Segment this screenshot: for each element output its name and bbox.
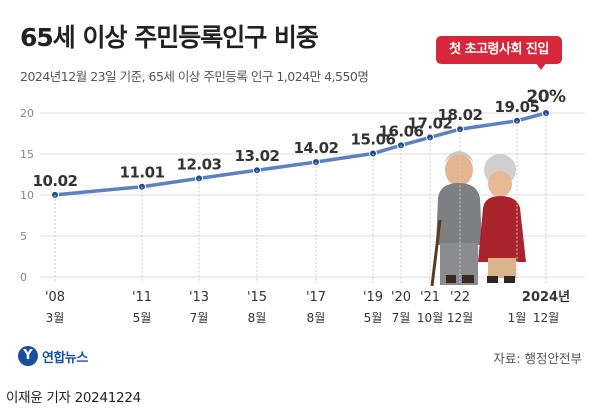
x-month-label: 12월: [533, 311, 559, 325]
callout-badge: 첫 초고령사회 진입: [436, 36, 562, 64]
y-tick-label: 0: [20, 271, 27, 284]
x-month-label: 12월: [447, 311, 473, 325]
x-year-label: '19: [363, 290, 383, 305]
woman-shoe-right: [504, 276, 515, 283]
woman-shoe-left: [487, 276, 498, 283]
callout-pointer: [535, 62, 547, 70]
man-sweater: [436, 183, 482, 245]
y-tick-label: 20: [20, 107, 34, 120]
data-label: 11.01: [120, 164, 165, 182]
man-shoe-right: [462, 275, 474, 283]
woman-cardigan: [478, 196, 526, 262]
elderly-couple-illustration: [430, 151, 526, 287]
y-axis: 0 5 10 15 20: [20, 107, 34, 284]
x-year-label: '17: [306, 290, 326, 305]
data-label: 15.06: [351, 131, 396, 149]
x-year-label: '11: [132, 290, 152, 305]
publisher-logo: Y 연합뉴스: [18, 346, 88, 366]
y-tick-label: 10: [20, 189, 34, 202]
data-label: 17.02: [408, 114, 453, 132]
x-month-label: 3월: [46, 311, 65, 325]
x-year-label: '15: [247, 290, 267, 305]
infographic-card: 65세 이상 주민등록인구 비중 2024년12월 23일 기준, 65세 이상…: [18, 23, 585, 366]
x-year-label: '20: [391, 290, 411, 305]
x-month-label: 8월: [307, 311, 326, 325]
x-axis: '08 3월 '11 5월 '13 7월 '15 8월 '17 8월 '19 5월 '20 7월 '21 10…: [45, 113, 570, 325]
x-month-label: 10월: [417, 311, 443, 325]
woman-trousers: [488, 258, 516, 278]
woman-head: [488, 171, 512, 197]
x-year-label: '21: [420, 290, 440, 305]
byline: 이재윤 기자 20241224: [6, 390, 141, 406]
x-month-label: 5월: [133, 311, 152, 325]
walking-cane: [430, 219, 442, 287]
x-month-label: 1월: [508, 311, 527, 325]
data-label: 18.02: [438, 106, 483, 124]
data-label: 20%: [526, 87, 566, 107]
y-tick-label: 15: [20, 148, 34, 161]
data-label: 16.06: [379, 122, 424, 140]
data-series: 10.02 11.01 12.03 13.02 14.02 15.0616.0617.02…: [33, 87, 567, 199]
man-hair: [444, 151, 474, 163]
data-label: 14.02: [294, 139, 339, 157]
x-month-label: 5월: [364, 311, 383, 325]
x-month-label: 7월: [392, 311, 411, 325]
page-subtitle: 2024년12월 23일 기준, 65세 이상 주민등록 인구 1,024만 4…: [20, 69, 369, 84]
logo-text: 연합뉴스: [42, 350, 88, 366]
x-year-label: '22: [450, 290, 470, 305]
x-year-label: '08: [45, 290, 65, 305]
x-month-label: 8월: [248, 311, 267, 325]
data-label: 12.03: [177, 155, 222, 173]
source-note: 자료: 행정안전부: [493, 351, 582, 366]
yonhap-logo-icon: Y: [18, 346, 38, 366]
data-label: 13.02: [235, 147, 280, 165]
man-head: [445, 154, 473, 186]
y-tick-label: 5: [20, 230, 27, 243]
x-month-label: 7월: [190, 311, 209, 325]
page-title: 65세 이상 주민등록인구 비중: [20, 23, 319, 52]
data-label: 10.02: [33, 172, 78, 190]
data-label: 19.05: [495, 98, 540, 116]
x-year-label: '13: [189, 290, 209, 305]
x-year-label: 2024년: [522, 290, 570, 305]
man-shoe-left: [446, 275, 456, 283]
